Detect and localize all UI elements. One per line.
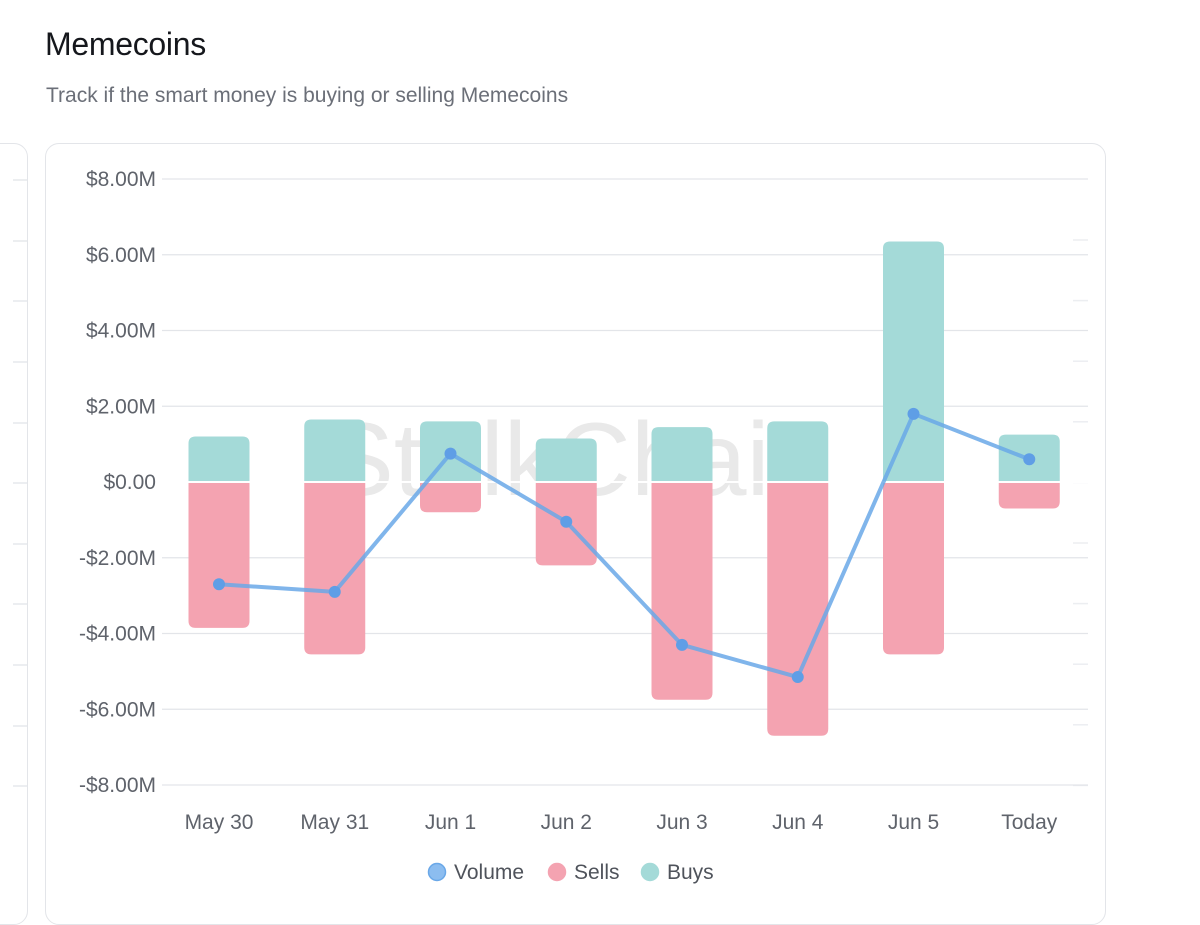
sells-bar[interactable] <box>998 482 1060 509</box>
sells-bar[interactable] <box>883 482 944 655</box>
volume-point[interactable] <box>560 515 573 528</box>
volume-point[interactable] <box>907 407 920 420</box>
page-subtitle: Track if the smart money is buying or se… <box>46 84 569 107</box>
y-tick-label: $4.00M <box>86 320 156 343</box>
x-tick-label: May 30 <box>185 811 254 834</box>
memecoins-chart: StalkChain $8.00M$6.00M$4.00M$2.00M$0.00… <box>79 168 1088 884</box>
side-card <box>0 143 28 925</box>
x-tick-label: Jun 2 <box>541 811 592 834</box>
volume-line <box>213 407 1036 684</box>
y-tick-label: $0.00 <box>103 471 156 494</box>
x-tick-label: May 31 <box>300 811 369 834</box>
x-tick-label: Today <box>1001 811 1058 834</box>
volume-point[interactable] <box>213 578 225 591</box>
buys-bar[interactable] <box>188 436 250 482</box>
volume-point[interactable] <box>676 638 688 651</box>
sells-bar[interactable] <box>651 482 713 700</box>
y-tick-label: -$8.00M <box>79 774 156 797</box>
side-card-gridlines <box>13 179 27 787</box>
legend-label-buys[interactable]: Buys <box>667 861 714 884</box>
volume-point[interactable] <box>791 671 804 684</box>
sells-bar[interactable] <box>188 482 250 628</box>
legend: Volume Sells Buys <box>427 861 714 884</box>
x-tick-label: Jun 4 <box>772 811 824 834</box>
volume-point[interactable] <box>1023 453 1036 466</box>
page-title: Memecoins <box>45 26 206 62</box>
y-axis-ticks: $8.00M $6.00M $4.00M $2.00M $0.00 -$2.00M -$4.… <box>79 168 156 797</box>
volume-point[interactable] <box>444 447 457 460</box>
sells-bar[interactable] <box>420 482 481 513</box>
y-tick-label: -$2.00M <box>79 547 156 570</box>
buys-bar[interactable] <box>651 427 713 482</box>
sells-bar[interactable] <box>304 482 366 655</box>
x-tick-label: Jun 5 <box>888 811 939 834</box>
y-tick-label: $2.00M <box>86 395 156 418</box>
buys-bar[interactable] <box>767 421 829 482</box>
x-tick-label: Jun 3 <box>656 811 707 834</box>
legend-marker-buys[interactable] <box>640 862 660 882</box>
volume-point[interactable] <box>328 585 341 598</box>
x-axis-ticks: May 30 May 31 Jun 1 Jun 2 Jun 3 Jun 4 Jun 5 Tod… <box>185 811 1058 834</box>
legend-marker-sells[interactable] <box>547 862 567 882</box>
buys-bar[interactable] <box>304 419 366 482</box>
legend-label-sells[interactable]: Sells <box>574 861 620 884</box>
sells-bar[interactable] <box>767 482 829 736</box>
legend-label-volume[interactable]: Volume <box>454 861 524 884</box>
y-tick-label: $8.00M <box>86 168 156 191</box>
y-tick-label: -$6.00M <box>79 698 156 721</box>
volume-line-path <box>218 411 1030 680</box>
buys-bar[interactable] <box>883 241 944 482</box>
legend-marker-volume[interactable] <box>427 862 447 882</box>
background-lines <box>1073 239 1088 787</box>
x-tick-label: Jun 1 <box>425 811 476 834</box>
buys-bar[interactable] <box>535 438 597 482</box>
y-tick-label: $6.00M <box>86 244 156 267</box>
y-tick-label: -$4.00M <box>79 623 156 646</box>
